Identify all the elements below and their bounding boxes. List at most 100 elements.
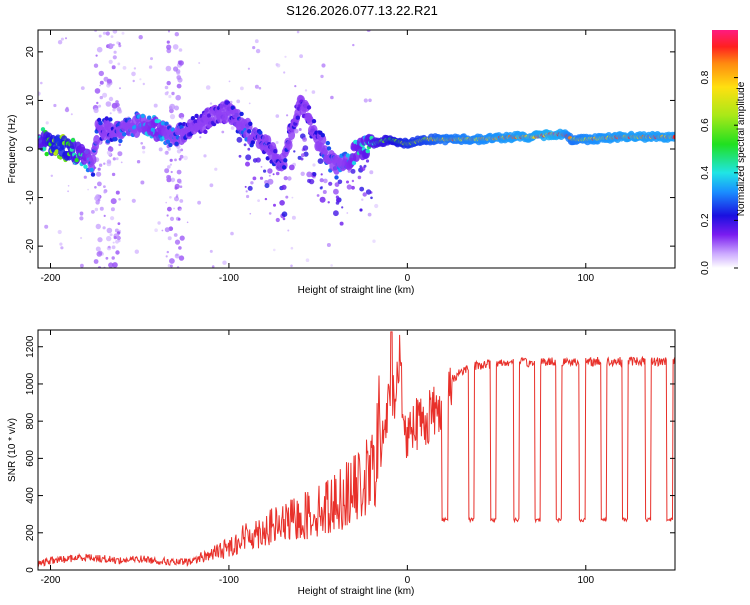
noise-blob [97, 181, 102, 187]
noise-blob [91, 210, 95, 214]
noise-blob [111, 245, 116, 250]
noise-blob [290, 246, 294, 250]
noise-blob [142, 82, 145, 86]
secondary-blob [333, 188, 339, 195]
noise-blob [209, 249, 213, 253]
noise-blob [165, 150, 169, 154]
noise-blob [236, 99, 241, 104]
noise-blob [106, 78, 112, 84]
noise-blob [299, 54, 303, 59]
noise-blob [169, 163, 172, 166]
noise-blob [53, 103, 57, 108]
noise-blob [291, 215, 296, 220]
ridge-cell [42, 146, 47, 152]
ridge-cell [147, 115, 152, 120]
noise-blob [105, 101, 112, 107]
noise-blob [115, 100, 119, 104]
noise-blob [166, 40, 170, 44]
ridge-cell [168, 142, 173, 148]
noise-blob [167, 165, 171, 169]
noise-blob [153, 103, 158, 108]
secondary-blob [341, 206, 344, 209]
noise-blob [87, 188, 89, 191]
ridge-cell [258, 130, 263, 135]
ridge-cell [54, 149, 59, 154]
noise-blob [80, 86, 85, 90]
noise-blob [116, 106, 122, 112]
ridge-halo [221, 113, 229, 124]
snr-line [38, 331, 675, 568]
noise-blob [178, 112, 185, 119]
y-tick-label: 20 [25, 46, 36, 58]
x-tick-label: 0 [405, 273, 411, 284]
ridge-cell [311, 119, 317, 124]
noise-blob [169, 264, 173, 268]
secondary-blob [259, 176, 264, 180]
secondary-blob [317, 158, 324, 165]
x-tick-label: 100 [577, 575, 594, 586]
ridge-cell [325, 140, 330, 146]
noise-blob [102, 226, 106, 230]
noise-blob [294, 85, 297, 88]
ridge-cell [150, 127, 156, 132]
noise-blob [45, 121, 49, 125]
colorbar: 0.0 0.2 0.4 0.6 0.8 Normalized spectral ampl… [700, 30, 747, 275]
colorbar-tick-label: 0.4 [700, 165, 711, 179]
noise-blob [254, 39, 259, 44]
ridge-cell [295, 115, 300, 120]
noise-blob [44, 224, 49, 229]
noise-blob [287, 229, 290, 232]
noise-blob [109, 233, 113, 237]
noise-blob [248, 102, 251, 105]
secondary-blob [335, 195, 339, 199]
noise-blob [111, 256, 115, 260]
ridge-cell [89, 167, 94, 173]
secondary-blob [272, 173, 275, 176]
secondary-blob [316, 194, 320, 197]
noise-blob [121, 31, 125, 35]
noise-blob [176, 169, 182, 175]
noise-blob [311, 90, 316, 94]
secondary-blob [319, 196, 326, 203]
noise-blob [111, 65, 116, 70]
noise-blob [198, 62, 201, 64]
noise-blob [115, 239, 119, 244]
secondary-blob [351, 179, 355, 183]
ridge-cell [70, 137, 76, 143]
noise-blob [286, 114, 289, 117]
snr-data [38, 331, 675, 568]
noise-blob [174, 183, 180, 189]
noise-blob [103, 190, 107, 194]
x-tick-label: -100 [219, 273, 239, 284]
noise-blob [103, 185, 106, 189]
y-tick-label: -20 [25, 238, 36, 253]
noise-blob [174, 105, 179, 111]
noise-blob [178, 246, 182, 250]
secondary-blob [303, 151, 309, 157]
noise-blob [103, 214, 106, 217]
noise-blob [164, 91, 169, 96]
secondary-blob [328, 181, 333, 186]
noise-blob [276, 63, 281, 68]
noise-blob [369, 170, 374, 175]
noise-blob [98, 34, 102, 38]
noise-blob [361, 198, 364, 201]
noise-blob [168, 94, 172, 99]
x-tick-label: 0 [405, 575, 411, 586]
noise-blob [320, 74, 324, 79]
noise-blob [186, 221, 189, 224]
noise-blob [173, 207, 176, 210]
noise-blob [95, 200, 100, 205]
noise-blob [131, 198, 136, 203]
noise-blob [112, 241, 115, 244]
noise-blob [57, 40, 63, 45]
ridge-cell [273, 149, 278, 154]
noise-blob [138, 35, 143, 40]
ridge-halo [89, 154, 97, 165]
secondary-blob [283, 176, 288, 181]
colorbar-tick-label: 0.0 [700, 261, 711, 275]
noise-blob [79, 216, 84, 221]
ridge-cell [248, 121, 253, 127]
noise-blob [107, 43, 114, 50]
y-tick-label: 0 [25, 146, 36, 152]
